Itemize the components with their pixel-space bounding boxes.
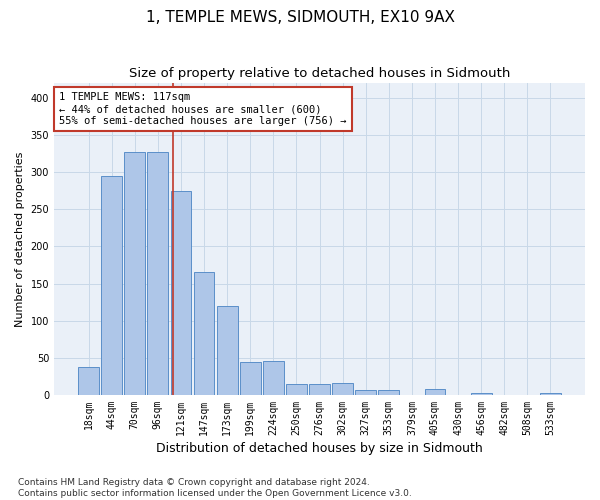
Title: Size of property relative to detached houses in Sidmouth: Size of property relative to detached ho… [129,68,510,80]
Bar [309,384,330,395]
Bar [263,361,284,395]
Bar [471,394,491,395]
Text: 1, TEMPLE MEWS, SIDMOUTH, EX10 9AX: 1, TEMPLE MEWS, SIDMOUTH, EX10 9AX [146,10,455,25]
Bar [101,176,122,395]
Text: 1 TEMPLE MEWS: 117sqm
← 44% of detached houses are smaller (600)
55% of semi-det: 1 TEMPLE MEWS: 117sqm ← 44% of detached … [59,92,347,126]
Bar [170,190,191,395]
Bar [148,152,168,395]
Bar [379,390,399,395]
Bar [194,272,214,395]
Y-axis label: Number of detached properties: Number of detached properties [15,152,25,326]
Bar [332,383,353,395]
Bar [425,389,445,395]
Bar [540,394,561,395]
Bar [240,362,260,395]
X-axis label: Distribution of detached houses by size in Sidmouth: Distribution of detached houses by size … [156,442,483,455]
Bar [286,384,307,395]
Bar [124,152,145,395]
Text: Contains HM Land Registry data © Crown copyright and database right 2024.
Contai: Contains HM Land Registry data © Crown c… [18,478,412,498]
Bar [78,368,99,395]
Bar [217,306,238,395]
Bar [355,390,376,395]
